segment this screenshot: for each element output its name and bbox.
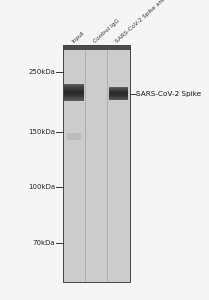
Bar [63,45,130,50]
Bar [109,95,127,96]
Text: 150kDa: 150kDa [28,128,55,134]
Bar [64,97,84,98]
Text: SARS-CoV-2 Spike: SARS-CoV-2 Spike [136,91,202,97]
Text: 70kDa: 70kDa [33,240,55,246]
Bar [63,45,130,282]
Bar [109,93,127,94]
Bar [109,99,127,100]
Bar [64,96,84,97]
Bar [109,88,127,89]
Bar [109,98,127,99]
Bar [64,89,84,90]
Bar [63,45,130,282]
Bar [109,97,127,98]
Bar [64,99,84,100]
Bar [64,88,84,89]
Bar [64,95,84,96]
Text: 100kDa: 100kDa [28,184,55,190]
Bar [109,89,127,90]
Text: 250kDa: 250kDa [28,69,55,75]
Bar [64,91,84,92]
Bar [64,84,84,85]
Text: Control IgG: Control IgG [93,18,121,44]
Bar [64,93,84,94]
Bar [64,85,84,86]
Bar [64,98,84,99]
Bar [64,90,84,91]
Text: Input: Input [71,30,85,44]
Bar [64,86,84,87]
Bar [109,90,127,91]
Bar [109,87,127,88]
Bar [109,96,127,97]
Bar [109,92,127,93]
Text: SARS-CoV-2 Spike antibody: SARS-CoV-2 Spike antibody [115,0,178,44]
Bar [64,92,84,93]
Bar [109,94,127,95]
Bar [64,94,84,95]
Bar [64,100,84,101]
Bar [67,133,82,140]
Bar [64,87,84,88]
